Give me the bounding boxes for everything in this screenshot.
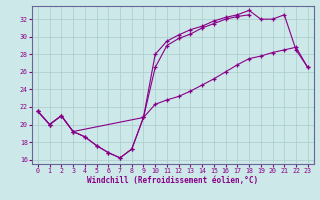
X-axis label: Windchill (Refroidissement éolien,°C): Windchill (Refroidissement éolien,°C) xyxy=(87,176,258,185)
